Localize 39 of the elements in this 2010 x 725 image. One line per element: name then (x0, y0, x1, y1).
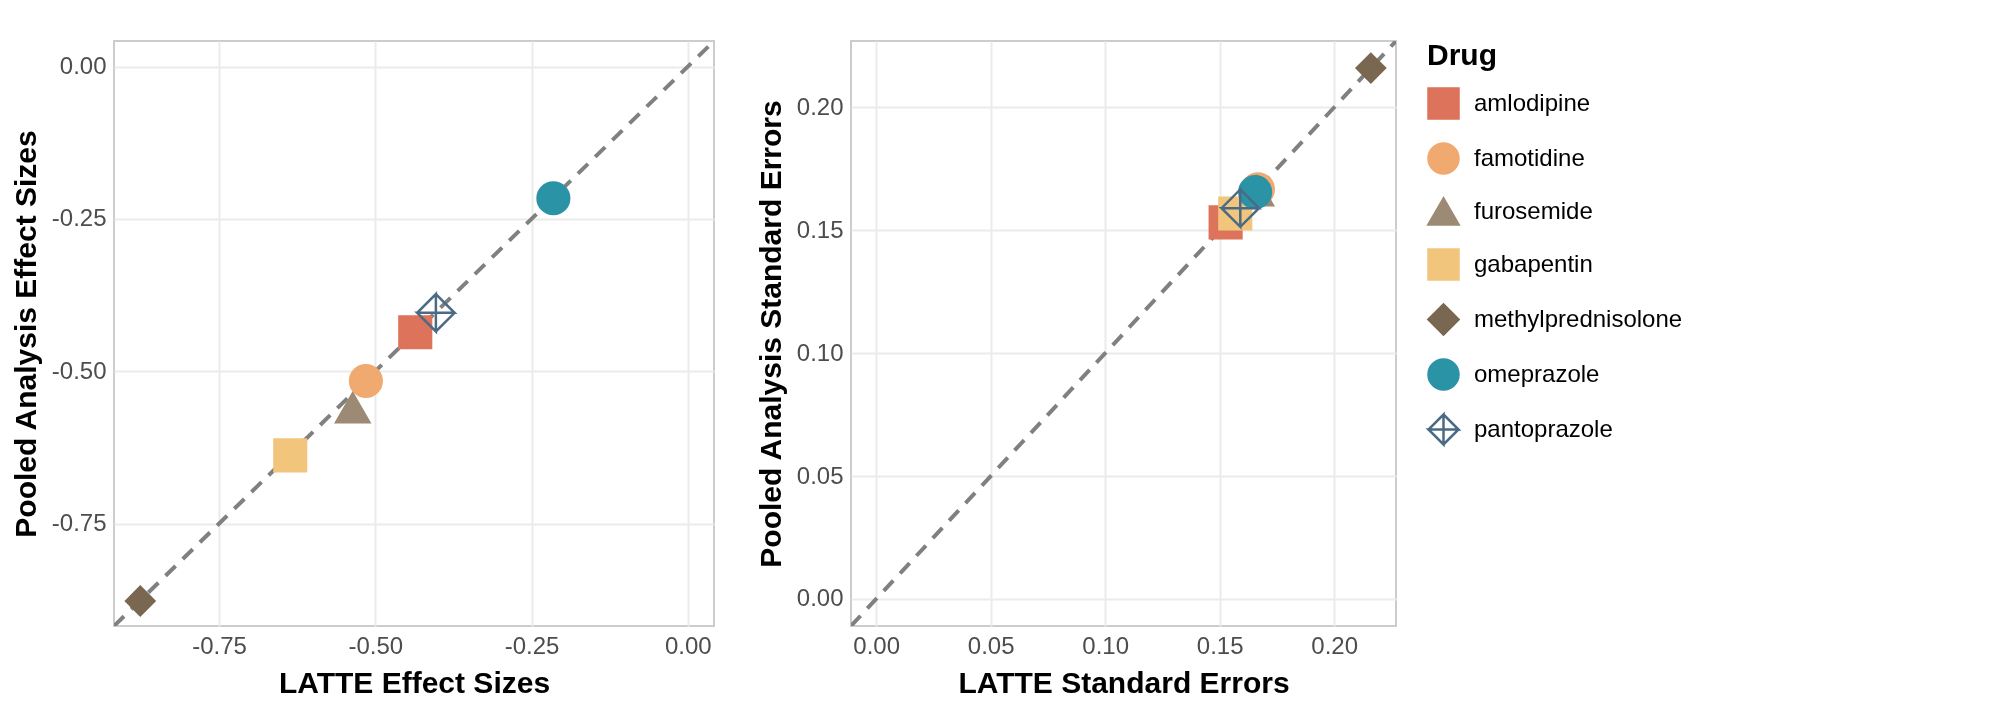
y-axis-title: Pooled Analysis Effect Sizes (8, 130, 42, 538)
legend-label: furosemide (1474, 196, 1593, 224)
x-tick-label: 0.00 (853, 631, 901, 659)
x-tick-label: -0.75 (192, 631, 247, 659)
legend-title: Drug (1427, 38, 1497, 71)
x-tick-label: 0.15 (1196, 631, 1244, 659)
y-tick-label: 0.15 (796, 215, 844, 243)
point (334, 392, 371, 424)
legend-label: famotidine (1474, 143, 1585, 171)
y-tick-label: 0.20 (796, 92, 844, 120)
point (536, 181, 571, 216)
point (415, 292, 456, 333)
y-axis-title: Pooled Analysis Standard Errors (753, 100, 787, 568)
legend-label: gabapentin (1474, 249, 1593, 277)
y-tick-label: 0.05 (796, 461, 844, 489)
y-tick-label: 0.00 (796, 584, 844, 612)
y-tick-label: -0.25 (51, 204, 107, 232)
x-tick-label: 0.10 (1082, 631, 1130, 659)
legend-label: omeprazole (1474, 359, 1600, 387)
point (398, 315, 433, 350)
y-tick-label: 0.00 (59, 52, 107, 80)
x-tick-label: 0.00 (664, 631, 712, 659)
x-tick-label: -0.25 (504, 631, 560, 659)
point (1355, 52, 1387, 84)
x-axis-title: LATTE Standard Errors (958, 665, 1290, 699)
legend-label: pantoprazole (1474, 414, 1613, 442)
x-tick-label: -0.50 (348, 631, 404, 659)
point (1220, 188, 1261, 229)
point (124, 585, 156, 617)
point (273, 438, 308, 473)
y-tick-label: -0.50 (51, 356, 107, 384)
y-tick-label: 0.10 (796, 338, 844, 366)
y-tick-label: -0.75 (51, 509, 107, 537)
point (348, 364, 383, 399)
legend-label: methylprednisolone (1474, 304, 1683, 332)
x-tick-label: 0.05 (967, 631, 1015, 659)
legend-label: amlodipine (1474, 88, 1591, 116)
x-tick-label: 0.20 (1311, 631, 1359, 659)
x-axis-title: LATTE Effect Sizes (278, 665, 551, 699)
